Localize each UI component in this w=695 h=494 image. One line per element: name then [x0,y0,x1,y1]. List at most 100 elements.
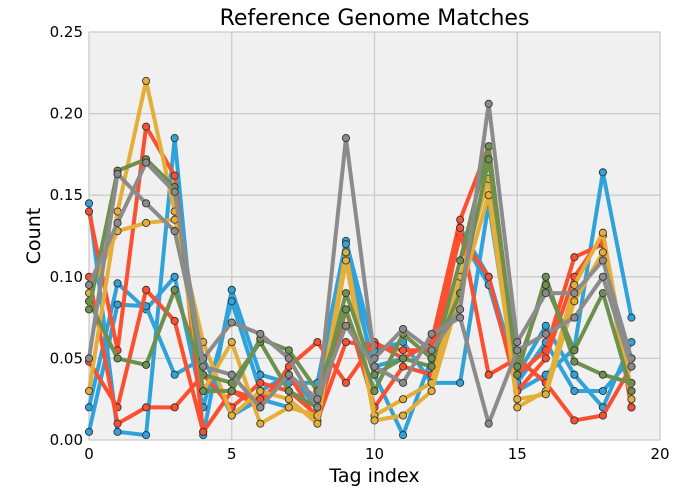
data-point [341,321,351,330]
data-point [256,419,265,428]
series-line [87,101,634,410]
data-point [113,427,122,436]
data-point [484,142,493,151]
data-point [598,256,607,265]
data-point [113,419,122,428]
data-point [456,305,465,314]
data-point [570,346,579,355]
data-point [456,215,465,224]
data-point [170,134,179,143]
data-point [398,362,408,371]
data-point [227,386,236,396]
data-point [170,403,179,412]
data-point [170,316,179,325]
data-point [370,416,379,425]
data-point [142,199,151,208]
data-point [484,155,493,164]
data-point [627,386,636,396]
data-point [313,395,322,404]
data-point [398,431,408,440]
data-point [313,419,322,428]
data-point [370,362,379,371]
y-tick-label: 0.05 [50,349,83,367]
data-point [484,272,493,281]
data-point [427,362,436,371]
data-point [84,403,94,412]
data-point [570,280,579,290]
data-point [142,76,151,86]
data-point [227,370,236,379]
data-point [227,411,236,420]
x-tick-label: 20 [650,445,669,463]
data-point [484,99,493,108]
series-line [87,225,634,426]
data-point [570,370,579,379]
data-point [341,378,351,387]
data-point [398,324,408,334]
tick-labels: 0 5 10 15 20 0.00 0.05 0.10 0.15 0.20 0.25 [50,23,670,463]
series-line [87,234,633,433]
y-tick-label: 0.00 [50,431,83,449]
data-point [541,354,550,363]
data-point [113,300,122,309]
data-point [170,285,179,294]
data-point [456,378,465,387]
data-point [513,362,522,371]
x-tick-label: 5 [227,445,237,463]
data-point [341,256,351,265]
data-point [84,199,94,208]
data-point [598,248,607,257]
data-point [313,403,322,412]
data-point [284,346,293,355]
data-point [341,248,351,257]
data-point [284,370,293,379]
data-point [398,378,408,387]
data-point [84,207,94,216]
data-point [341,338,351,347]
data-point [456,313,465,322]
data-point [170,272,179,281]
data-point [427,346,436,355]
data-point [84,386,94,396]
data-point [456,256,465,265]
data-point [227,285,236,294]
data-point [170,171,179,180]
data-point [427,386,436,396]
data-point [142,122,151,131]
data-point [513,403,522,412]
data-point [199,427,208,436]
data-point [142,158,151,167]
data-point [570,416,579,425]
y-axis-title: Count [23,208,45,264]
data-point [284,395,293,404]
data-point [513,395,522,404]
data-point [227,318,236,327]
data-point [256,378,265,387]
data-point [313,338,322,347]
data-point [199,386,208,396]
data-point [142,218,151,227]
data-point [341,305,351,314]
data-point [484,419,493,428]
data-point [398,395,408,404]
data-point [598,168,607,177]
y-tick-label: 0.25 [50,23,83,41]
x-axis-title: Tag index [328,465,419,487]
data-point [370,370,379,379]
data-point [598,386,607,396]
data-point [142,403,151,412]
data-point [227,297,236,306]
data-point [170,187,179,196]
x-tick-label: 15 [508,445,527,463]
data-point [84,280,94,290]
data-point [627,395,636,404]
data-point [570,357,579,366]
data-point [398,346,408,355]
chart-title: Reference Genome Matches [220,6,530,31]
data-point [113,169,122,179]
data-point [284,403,293,412]
data-point [570,253,579,262]
data-point [541,280,550,290]
data-point [541,390,550,399]
